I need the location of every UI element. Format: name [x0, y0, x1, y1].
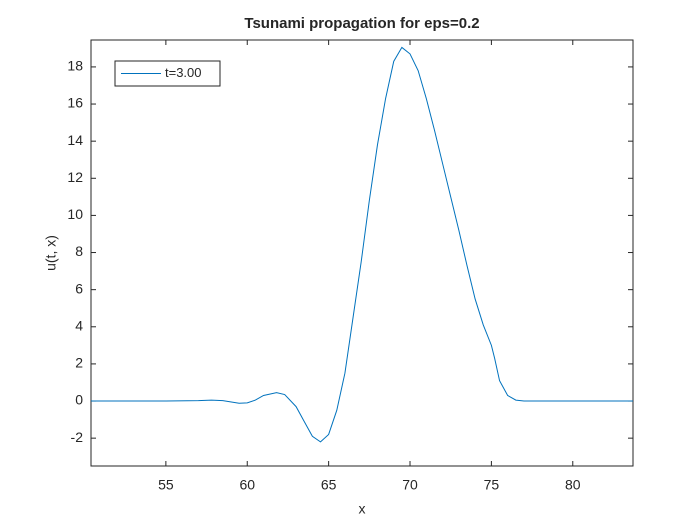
- x-tick-label: 80: [565, 477, 581, 493]
- x-tick-label: 60: [239, 477, 255, 493]
- y-tick-label: 8: [75, 243, 83, 259]
- y-axis-label: u(t, x): [43, 235, 59, 271]
- y-tick-label: 14: [67, 132, 83, 148]
- x-axis-label: x: [359, 501, 366, 517]
- y-tick-label: 2: [75, 355, 83, 371]
- y-tick-label: 10: [67, 206, 83, 222]
- chart-title: Tsunami propagation for eps=0.2: [244, 15, 479, 32]
- x-tick-label: 55: [158, 477, 174, 493]
- x-tick-label: 70: [402, 477, 418, 493]
- legend-label: t=3.00: [165, 65, 202, 80]
- y-tick-label: 4: [75, 317, 83, 333]
- y-tick-label: -2: [71, 429, 84, 445]
- data-line: [91, 46, 633, 443]
- x-tick-label: 65: [321, 477, 337, 493]
- y-tick-label: 0: [75, 392, 83, 408]
- x-tick-label: 75: [484, 477, 500, 493]
- y-tick-label: 18: [67, 58, 83, 74]
- y-tick-label: 6: [75, 280, 83, 296]
- y-tick-label: 16: [67, 95, 83, 111]
- y-tick-label: 12: [67, 169, 83, 185]
